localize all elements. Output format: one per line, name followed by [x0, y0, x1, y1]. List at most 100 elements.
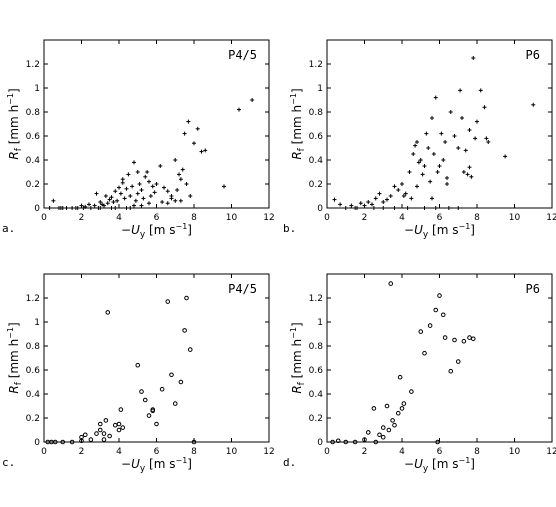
- data-point: [418, 329, 424, 334]
- data-point: [448, 110, 453, 114]
- data-point: [199, 149, 204, 154]
- data-point: [130, 184, 135, 189]
- data-point: [399, 406, 405, 411]
- data-point: [405, 206, 410, 210]
- data-point: [484, 136, 489, 141]
- data-point: [420, 172, 425, 177]
- data-point: [422, 350, 427, 356]
- data-point: [370, 202, 374, 207]
- data-point: [413, 143, 418, 148]
- data-point: [70, 206, 75, 210]
- x-tick-label: 10: [226, 447, 238, 457]
- x-tick-label: 8: [474, 213, 480, 223]
- x-tick-label: 4: [116, 213, 122, 223]
- data-point: [392, 206, 397, 210]
- data-point: [430, 196, 434, 201]
- data-point: [120, 425, 126, 430]
- y-tick-label: 0: [317, 438, 323, 448]
- data-point: [154, 182, 159, 186]
- y-tick-label: 0.2: [26, 414, 40, 424]
- data-point: [178, 379, 184, 385]
- y-tick-label: 1.2: [26, 294, 40, 304]
- y-tick-label: 1: [34, 318, 40, 328]
- x-tick-label: 10: [226, 213, 238, 223]
- data-point: [435, 439, 440, 445]
- x-tick-label: 0: [324, 213, 330, 223]
- data-point: [448, 368, 454, 374]
- data-point: [47, 206, 52, 210]
- data-point: [103, 194, 108, 198]
- y-tick-label: 0: [34, 438, 40, 448]
- data-point: [428, 179, 433, 184]
- data-point: [433, 307, 439, 313]
- data-point: [373, 196, 378, 201]
- data-point: [465, 172, 470, 177]
- data-point: [186, 119, 191, 124]
- y-tick-label: 0.4: [309, 156, 324, 166]
- data-point: [178, 198, 183, 203]
- data-point: [94, 191, 99, 196]
- data-point: [139, 203, 144, 208]
- data-point: [443, 140, 448, 144]
- data-point: [103, 418, 109, 423]
- data-point: [424, 131, 429, 136]
- data-point: [145, 170, 150, 174]
- data-point: [113, 189, 118, 194]
- data-point: [365, 430, 371, 435]
- data-point: [353, 206, 358, 210]
- data-point: [143, 174, 148, 179]
- data-point: [362, 437, 367, 442]
- data-point: [128, 194, 133, 198]
- data-point: [60, 439, 66, 445]
- x-tick-label: 0: [41, 447, 47, 457]
- data-point: [147, 201, 151, 206]
- y-axis-label: Rf [mm h−1]: [6, 88, 24, 159]
- data-point: [422, 164, 427, 168]
- data-point: [203, 148, 208, 153]
- data-point: [107, 433, 112, 439]
- data-point: [165, 201, 170, 206]
- data-point: [126, 172, 131, 177]
- data-point: [400, 182, 404, 186]
- data-point: [79, 434, 84, 440]
- data-point: [102, 203, 106, 208]
- data-point: [150, 184, 155, 189]
- data-point: [439, 131, 444, 136]
- data-point: [409, 196, 414, 201]
- scatter-panel-2: 0 2 4 6 8 10 12 0 0.2 0.4 0.6 0.8 1 1.2 P6 b. −Uy [m s−1…: [283, 39, 556, 240]
- data-point: [335, 438, 341, 444]
- data-point: [381, 206, 386, 210]
- data-point: [75, 206, 80, 210]
- data-point: [118, 407, 124, 412]
- data-point: [458, 88, 463, 93]
- data-point: [437, 164, 442, 168]
- y-tick-label: 1.2: [309, 294, 323, 304]
- data-point: [188, 194, 193, 198]
- data-point: [64, 206, 69, 210]
- data-point: [165, 189, 170, 194]
- data-point: [440, 312, 446, 318]
- scatter-panel-3: 0 2 4 6 8 10 12 0 0.2 0.4 0.6 0.8 1 1.2 P4/5 c. −Uy [m s…: [2, 273, 275, 474]
- data-point: [433, 206, 438, 210]
- data-point: [115, 198, 120, 203]
- y-tick-label: 0.4: [26, 390, 41, 400]
- x-tick-label: 12: [263, 447, 274, 457]
- data-point: [177, 172, 181, 177]
- data-point: [437, 293, 442, 298]
- y-tick-label: 1: [317, 318, 323, 328]
- data-point: [473, 136, 478, 141]
- data-point: [330, 439, 335, 445]
- data-point: [445, 176, 449, 180]
- panel-title: P6: [526, 282, 540, 296]
- data-point: [380, 425, 386, 430]
- x-tick-label: 6: [154, 213, 160, 223]
- data-point: [390, 418, 395, 423]
- data-point: [371, 406, 377, 411]
- data-point: [135, 191, 140, 196]
- data-point: [446, 206, 451, 210]
- data-point: [401, 194, 406, 198]
- data-point: [467, 335, 472, 340]
- data-point: [362, 203, 367, 208]
- x-tick-label: 4: [399, 213, 405, 223]
